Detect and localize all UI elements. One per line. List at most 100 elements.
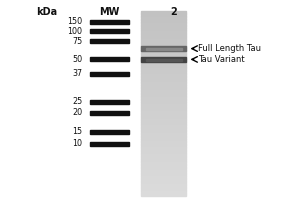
Bar [141, 67, 186, 68]
Bar [141, 79, 186, 80]
Bar [141, 150, 186, 151]
Bar [141, 42, 186, 43]
Bar [141, 194, 186, 196]
Bar [141, 46, 186, 48]
Bar [141, 184, 186, 185]
Bar [141, 164, 186, 165]
Bar [141, 114, 186, 116]
Text: 75: 75 [72, 36, 82, 46]
Bar [141, 36, 186, 37]
Text: 20: 20 [72, 108, 82, 117]
Bar [141, 97, 186, 99]
Bar [141, 174, 186, 176]
Bar [141, 54, 186, 56]
Bar [141, 147, 186, 148]
Text: 25: 25 [72, 98, 82, 106]
Bar [141, 82, 186, 83]
Bar [141, 20, 186, 22]
Bar [141, 165, 186, 167]
Bar [141, 96, 186, 97]
Bar [141, 178, 186, 179]
Bar [141, 63, 186, 65]
Bar [141, 142, 186, 144]
Bar [141, 139, 186, 140]
Bar [141, 19, 186, 20]
Bar [141, 59, 186, 60]
Text: 37: 37 [72, 70, 82, 78]
Bar [141, 185, 186, 187]
Bar [141, 133, 186, 134]
Bar [141, 76, 186, 77]
Bar [141, 193, 186, 194]
Bar [141, 34, 186, 36]
Bar [141, 161, 186, 162]
Bar [141, 45, 186, 46]
Bar [141, 50, 186, 51]
Bar [141, 134, 186, 136]
Bar [141, 187, 186, 188]
Bar [90, 142, 129, 146]
Bar [141, 26, 186, 28]
Bar [141, 127, 186, 128]
Bar [141, 171, 186, 173]
Bar [141, 162, 186, 164]
Bar [141, 16, 186, 17]
Bar [141, 116, 186, 117]
Bar [141, 153, 186, 154]
Bar [141, 110, 186, 111]
Bar [141, 91, 186, 93]
Bar [141, 159, 186, 161]
Bar [141, 170, 186, 171]
Bar [141, 87, 186, 88]
Bar [141, 57, 186, 59]
Bar [141, 124, 186, 125]
Bar [141, 137, 186, 139]
Bar [141, 71, 186, 73]
Bar [141, 157, 186, 159]
Text: 10: 10 [73, 140, 82, 148]
Bar [141, 100, 186, 102]
Bar [141, 83, 186, 85]
Bar [141, 179, 186, 181]
Bar [141, 46, 186, 51]
Text: 2: 2 [171, 7, 177, 17]
Bar [141, 104, 186, 105]
Bar [141, 111, 186, 113]
Bar [141, 11, 186, 13]
Bar [141, 80, 186, 82]
Text: 15: 15 [72, 128, 82, 136]
Bar [141, 108, 186, 110]
Bar [141, 65, 186, 66]
Bar [141, 154, 186, 156]
Bar [141, 74, 186, 76]
Bar [141, 117, 186, 119]
Bar [90, 100, 129, 104]
Bar [141, 39, 186, 40]
Bar [141, 28, 186, 30]
Bar [141, 144, 186, 145]
Bar [141, 191, 186, 193]
Bar [141, 107, 186, 108]
Bar [141, 30, 186, 31]
Text: kDa: kDa [36, 7, 57, 17]
Bar [141, 119, 186, 120]
Bar [141, 182, 186, 184]
Bar [141, 131, 186, 133]
Bar [141, 40, 186, 42]
Bar [141, 53, 186, 54]
Bar [141, 94, 186, 96]
Bar [141, 62, 186, 63]
Bar [90, 20, 129, 24]
Bar [141, 176, 186, 178]
Bar [141, 148, 186, 150]
Bar [141, 77, 186, 79]
Bar [141, 25, 186, 26]
Bar [141, 151, 186, 153]
Bar [141, 70, 186, 71]
Bar [141, 48, 186, 50]
Bar [141, 173, 186, 174]
Bar [90, 39, 129, 43]
Bar [90, 111, 129, 115]
Bar [141, 57, 186, 62]
Text: Full Length Tau: Full Length Tau [198, 44, 261, 53]
